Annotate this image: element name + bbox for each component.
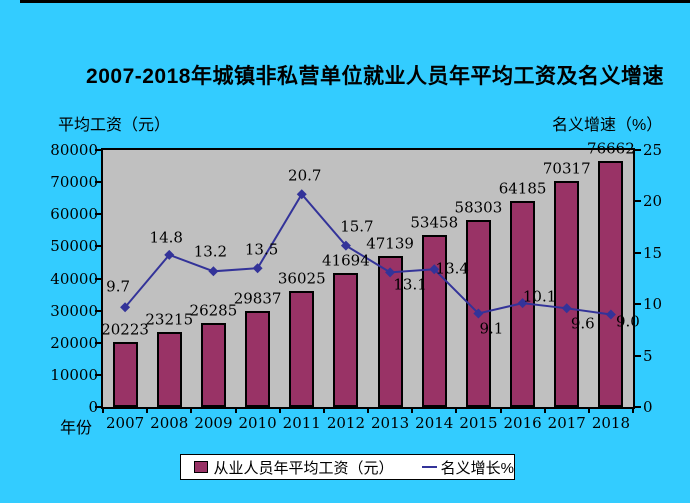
right-axis-tick-label: 20 [643,192,663,211]
line-value-label: 9.1 [479,319,504,338]
bar [289,291,315,407]
bar-value-label: 53458 [410,213,459,232]
left-axis-tick [95,277,103,280]
x-axis-tick [278,407,281,413]
right-axis-tick [633,406,641,408]
line-value-label: 13.1 [393,275,427,294]
bar [598,160,624,407]
x-axis-tick-label: 2015 [459,414,498,432]
x-axis-tick [499,407,502,413]
bar-value-label: 29837 [233,289,282,308]
x-axis-tick-label: 2008 [150,414,189,432]
line-value-label: 13.2 [193,242,228,261]
x-axis-tick [322,407,325,413]
left-axis-tick [95,245,103,248]
x-axis-tick-label: 2011 [282,414,321,432]
right-axis-title: 名义增速（%） [552,117,663,134]
bar-value-label: 41694 [322,251,370,270]
legend-bar-swatch-icon [194,461,208,473]
line-value-label: 9.0 [615,312,640,331]
bar [112,342,138,407]
left-axis-title: 平均工资（元） [58,117,171,134]
x-axis-tick [102,407,104,413]
line-value-label: 10.1 [522,287,557,306]
bar-value-label: 36025 [277,269,326,288]
bar-value-label: 26285 [189,301,238,320]
x-axis-tick [234,407,237,413]
left-axis-tick-label: 20000 [50,333,98,352]
right-axis-tick [633,149,641,151]
bar-value-label: 76662 [587,139,635,158]
x-axis-tick [543,407,546,413]
left-axis-tick-label: 10000 [50,365,98,384]
bar [554,181,580,407]
x-axis-tick-label: 2010 [238,414,277,432]
x-axis-tick [455,407,458,413]
right-axis-tick-label: 25 [643,141,663,159]
line-value-label: 20.7 [288,166,322,185]
line-value-label: 14.8 [149,228,183,247]
left-axis-tick-label: 40000 [50,269,98,288]
x-axis-tick [190,407,193,413]
bar [200,322,226,407]
left-axis-tick-label: 60000 [50,205,98,224]
x-axis-tick-label: 2014 [415,414,454,432]
line-value-label: 13.4 [435,259,469,278]
bar-value-label: 47139 [366,234,414,253]
left-axis-tick [95,181,103,184]
right-axis-tick [633,303,641,306]
bar [156,332,182,407]
left-axis-tick [95,213,103,216]
right-axis-tick-label: 0 [643,398,653,416]
x-axis-tick [411,407,414,413]
left-axis-tick [95,341,103,344]
x-axis-tick [632,407,634,413]
line-value-label: 9.7 [106,277,131,296]
bar-value-label: 64185 [498,179,547,198]
left-axis-tick [95,406,103,408]
right-axis-tick-label: 10 [643,295,663,314]
legend-line-marker-icon [421,466,437,468]
left-axis-tick-label: 30000 [50,301,98,320]
x-axis-tick-label: 2007 [105,414,145,432]
legend-line-label: 名义增长% [440,459,514,477]
bar-value-label: 23215 [145,310,194,329]
bar [333,273,359,407]
left-axis-tick [95,309,103,312]
x-axis-tick-label: 2017 [547,414,586,432]
line-value-label: 15.7 [340,217,374,236]
top-edge-line [20,0,690,3]
right-axis-tick-label: 15 [643,243,663,262]
x-axis-tick [146,407,149,413]
bar-value-label: 58303 [454,198,503,217]
legend: 从业人员年平均工资（元） 名义增长% [180,454,515,480]
left-axis-tick-label: 80000 [50,141,98,159]
bar-value-label: 20223 [101,320,149,339]
right-axis-tick [633,354,641,357]
right-axis-tick [633,200,641,203]
line-value-label: 9.6 [570,314,595,333]
left-axis-tick-label: 50000 [50,237,98,256]
left-axis-tick-label: 70000 [50,173,98,192]
x-axis-tick [587,407,590,413]
bar [465,219,491,407]
left-axis-tick [95,373,103,376]
left-axis-tick [95,149,103,151]
x-axis-tick [367,407,369,413]
chart-title: 2007-2018年城镇非私营单位就业人员年平均工资及名义增速 [86,65,664,88]
x-axis-tick-label: 2009 [194,414,233,432]
x-axis-title: 年份 [60,420,93,437]
legend-bar-label: 从业人员年平均工资（元） [213,459,394,477]
x-axis-tick-label: 2016 [503,414,542,432]
bar [245,311,271,407]
line-value-label: 13.5 [244,240,279,259]
x-axis-tick-label: 2012 [326,414,365,432]
left-axis-tick-label: 0 [88,398,98,416]
right-axis-tick-label: 5 [643,346,653,365]
x-axis-tick-label: 2018 [591,414,630,432]
x-axis-tick-label: 2013 [370,414,410,432]
right-axis-tick [633,251,641,254]
bar-value-label: 70317 [542,159,591,178]
